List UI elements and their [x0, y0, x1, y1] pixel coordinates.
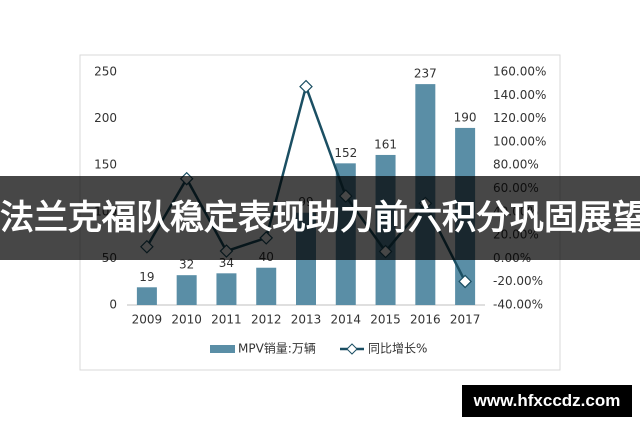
data-label: 237: [414, 67, 437, 81]
banner: 法兰克福队稳定表现助力前六积分巩固展望: [0, 176, 640, 260]
legend-label: MPV销量:万辆: [238, 342, 316, 356]
x-tick-label: 2013: [291, 313, 322, 327]
data-label: 19: [139, 270, 154, 284]
x-tick-label: 2009: [132, 313, 163, 327]
line-marker: [299, 79, 313, 94]
data-label: 161: [374, 137, 397, 151]
y2-tick-label: 120.00%: [493, 111, 546, 125]
bar: [176, 275, 197, 305]
y-tick-label: 200: [94, 111, 117, 125]
bar: [256, 267, 277, 305]
y2-tick-label: 80.00%: [493, 158, 539, 172]
x-tick-label: 2011: [211, 313, 242, 327]
legend-swatch: [346, 343, 358, 355]
y-tick-label: 250: [94, 65, 117, 79]
x-tick-label: 2012: [251, 313, 282, 327]
y-tick-label: 0: [109, 298, 117, 312]
bar: [216, 273, 237, 305]
y2-tick-label: -40.00%: [493, 298, 543, 312]
x-tick-label: 2014: [331, 313, 362, 327]
bar: [136, 287, 157, 305]
x-tick-label: 2015: [370, 313, 401, 327]
y2-tick-label: -20.00%: [493, 274, 543, 288]
y2-tick-label: 100.00%: [493, 134, 546, 148]
x-tick-label: 2017: [450, 313, 481, 327]
footer-url: www.hfxccdz.com: [462, 385, 632, 417]
line-marker: [458, 274, 472, 289]
x-tick-label: 2010: [171, 313, 202, 327]
data-label: 32: [179, 258, 194, 272]
legend-swatch: [210, 345, 235, 353]
data-label: 190: [454, 110, 477, 124]
y-tick-label: 150: [94, 158, 117, 172]
y2-tick-label: 160.00%: [493, 65, 546, 79]
legend-label: 同比增长%: [368, 342, 427, 356]
data-label: 152: [334, 146, 357, 160]
x-tick-label: 2016: [410, 313, 441, 327]
y2-tick-label: 140.00%: [493, 88, 546, 102]
